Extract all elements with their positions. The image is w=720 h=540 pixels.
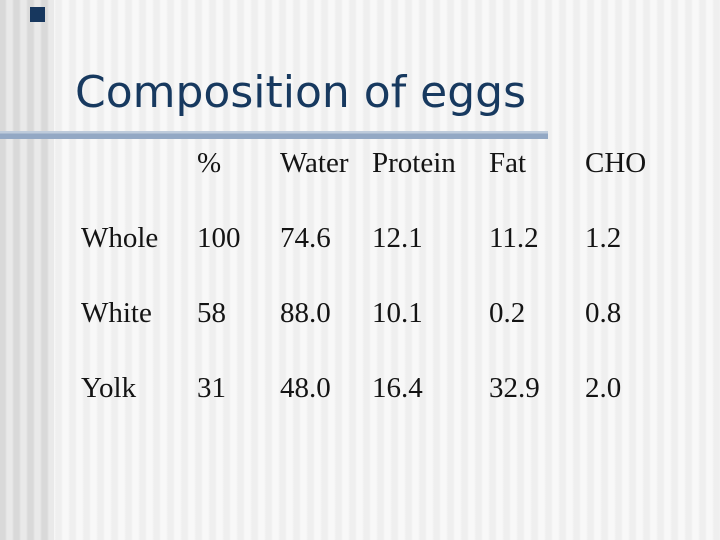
- column-header-percent: %: [197, 147, 222, 179]
- yolk-water: 48.0: [280, 372, 331, 404]
- accent-square: [30, 7, 45, 22]
- white-cho: 0.8: [585, 297, 622, 329]
- row-label-yolk: Yolk: [81, 372, 137, 404]
- whole-water: 74.6: [280, 222, 331, 254]
- row-label-whole: Whole: [81, 222, 159, 254]
- whole-cho: 1.2: [585, 222, 622, 254]
- white-percent: 58: [197, 297, 226, 329]
- row-label-white: White: [81, 297, 152, 329]
- whole-protein: 12.1: [372, 222, 423, 254]
- yolk-protein: 16.4: [372, 372, 423, 404]
- whole-fat: 11.2: [489, 222, 539, 254]
- column-header-protein: Protein: [372, 147, 456, 179]
- left-stripe-band: [0, 0, 54, 540]
- column-header-cho: CHO: [585, 147, 647, 179]
- white-protein: 10.1: [372, 297, 423, 329]
- whole-percent: 100: [197, 222, 241, 254]
- column-header-water: Water: [280, 147, 349, 179]
- white-fat: 0.2: [489, 297, 526, 329]
- slide-title: Composition of eggs: [75, 67, 527, 118]
- white-water: 88.0: [280, 297, 331, 329]
- yolk-cho: 2.0: [585, 372, 622, 404]
- title-underline-rule: [0, 131, 548, 139]
- yolk-fat: 32.9: [489, 372, 540, 404]
- yolk-percent: 31: [197, 372, 226, 404]
- composition-table: % Water Protein Fat CHO Whole 100 74.6 1…: [81, 146, 646, 446]
- table-corner-cell: [81, 146, 197, 221]
- column-header-fat: Fat: [489, 147, 527, 179]
